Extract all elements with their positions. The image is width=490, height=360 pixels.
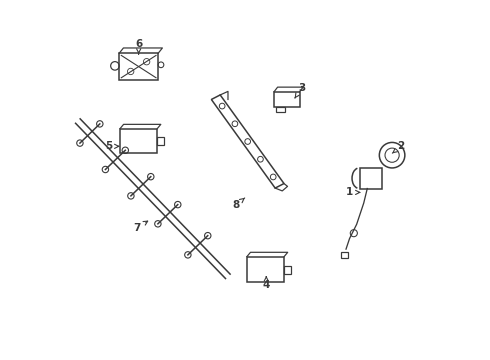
Text: 5: 5 [105, 141, 119, 151]
Bar [119, 53, 158, 80]
Text: 7: 7 [133, 221, 147, 233]
Text: 4: 4 [263, 276, 270, 289]
Text: 3: 3 [295, 83, 305, 98]
Bar [157, 137, 164, 145]
Bar [276, 107, 285, 112]
Bar [360, 168, 382, 189]
Bar [274, 92, 299, 107]
Bar [120, 129, 157, 153]
Text: 2: 2 [392, 141, 405, 153]
Text: 1: 1 [346, 188, 360, 197]
Bar [247, 257, 284, 282]
Text: 6: 6 [135, 39, 142, 54]
Bar [284, 266, 291, 274]
Text: 8: 8 [233, 198, 245, 210]
Bar [341, 252, 348, 258]
